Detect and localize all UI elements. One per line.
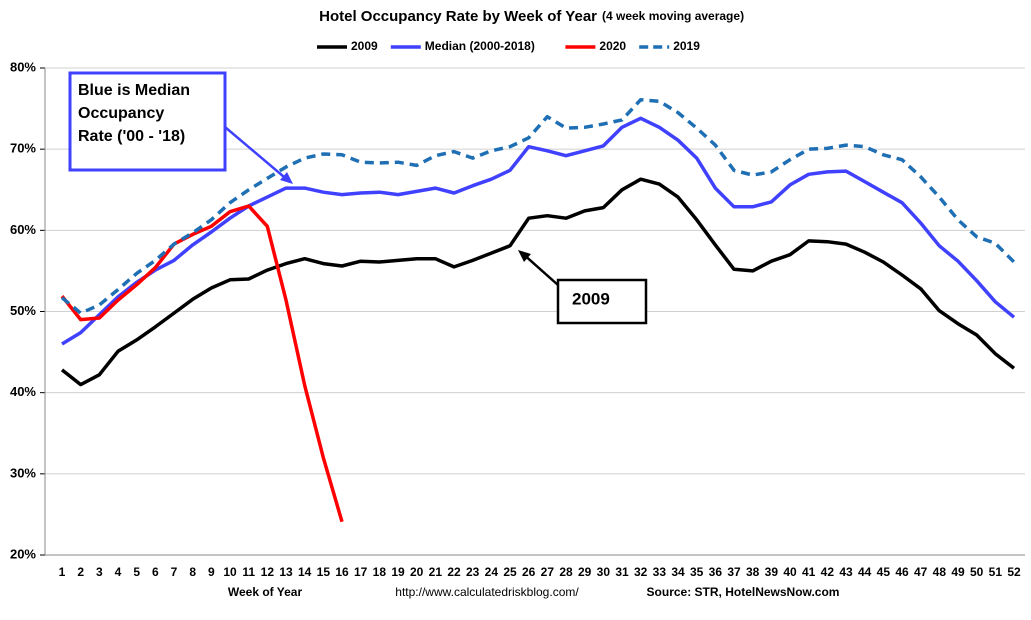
x-tick-label: 48 [933, 565, 947, 579]
x-tick-label: 49 [951, 565, 965, 579]
x-tick-label: 2 [77, 565, 84, 579]
series-line [60, 177, 1016, 387]
x-tick-label: 4 [115, 565, 122, 579]
arrow-head [280, 172, 293, 184]
x-tick-label: 30 [597, 565, 611, 579]
x-tick-label: 42 [821, 565, 835, 579]
annotation-box [68, 71, 227, 172]
x-tick-label: 7 [171, 565, 178, 579]
x-tick-label: 33 [653, 565, 667, 579]
x-tick-label: 52 [1007, 565, 1021, 579]
x-tick-label: 3 [96, 565, 103, 579]
x-tick-label: 15 [317, 565, 331, 579]
annotation-arrow [521, 252, 559, 286]
x-tick-label: 1 [59, 565, 66, 579]
annotation-arrow [224, 126, 291, 183]
x-tick-label: 45 [877, 565, 891, 579]
annotations [68, 71, 648, 325]
x-tick-label: 47 [914, 565, 928, 579]
x-tick-label: 43 [839, 565, 853, 579]
x-tick-label: 37 [727, 565, 741, 579]
x-tick-label: 22 [447, 565, 461, 579]
x-tick-label: 28 [559, 565, 573, 579]
x-tick-label: 44 [858, 565, 872, 579]
x-tick-label: 23 [466, 565, 480, 579]
arrow-head [518, 250, 531, 262]
x-tick-label: 10 [223, 565, 237, 579]
x-tick-label: 41 [802, 565, 816, 579]
y-tick-label: 50% [10, 303, 36, 318]
y-tick-label: 20% [10, 546, 36, 561]
annotation-text: 2009 [572, 289, 610, 308]
chart-title: Hotel Occupancy Rate by Week of Year [319, 8, 597, 25]
x-tick-label: 14 [298, 565, 312, 579]
x-tick-label: 34 [671, 565, 685, 579]
x-tick-label: 17 [354, 565, 368, 579]
series-line [61, 116, 1016, 346]
x-tick-label: 8 [189, 565, 196, 579]
x-tick-label: 38 [746, 565, 760, 579]
chart-subtitle: (4 week moving average) [602, 9, 744, 23]
url: http://www.calculatedriskblog.com/ [395, 585, 579, 599]
y-tick-label: 70% [10, 141, 36, 156]
series-line [60, 204, 344, 523]
x-tick-label: 18 [373, 565, 387, 579]
series-line [60, 97, 1016, 315]
legend-label: 2009 [351, 39, 378, 53]
x-tick-label: 35 [690, 565, 704, 579]
y-tick-label: 30% [10, 465, 36, 480]
y-tick-label: 60% [10, 222, 36, 237]
legend-label: 2020 [599, 39, 626, 53]
annotation-text: Blue is Median [78, 82, 190, 99]
x-tick-label: 50 [970, 565, 984, 579]
x-tick-label: 13 [279, 565, 293, 579]
x-tick-label: 12 [261, 565, 275, 579]
x-tick-label: 21 [429, 565, 443, 579]
x-tick-label: 32 [634, 565, 648, 579]
x-tick-label: 36 [709, 565, 723, 579]
x-tick-label: 24 [485, 565, 499, 579]
x-tick-label: 39 [765, 565, 779, 579]
y-tick-label: 40% [10, 384, 36, 399]
x-tick-label: 46 [895, 565, 909, 579]
legend-label: Median (2000-2018) [425, 39, 535, 53]
x-tick-label: 40 [783, 565, 797, 579]
x-tick-label: 27 [541, 565, 555, 579]
x-tick-label: 31 [615, 565, 629, 579]
source: Source: STR, HotelNewsNow.com [647, 585, 840, 599]
x-tick-label: 26 [522, 565, 536, 579]
annotation-text: Occupancy [78, 105, 164, 122]
x-tick-label: 6 [152, 565, 159, 579]
x-tick-label: 5 [133, 565, 140, 579]
annotation-text: Rate ('00 - '18) [78, 128, 185, 145]
x-tick-label: 29 [578, 565, 592, 579]
legend-label: 2019 [673, 39, 700, 53]
x-axis-label: Week of Year [228, 585, 303, 599]
x-tick-label: 25 [503, 565, 517, 579]
x-tick-label: 51 [989, 565, 1003, 579]
x-tick-label: 9 [208, 565, 215, 579]
annotation-box [556, 278, 648, 325]
x-tick-label: 11 [242, 565, 255, 579]
x-tick-label: 20 [410, 565, 424, 579]
x-tick-label: 19 [391, 565, 405, 579]
y-tick-label: 80% [10, 59, 36, 74]
x-tick-label: 16 [335, 565, 349, 579]
